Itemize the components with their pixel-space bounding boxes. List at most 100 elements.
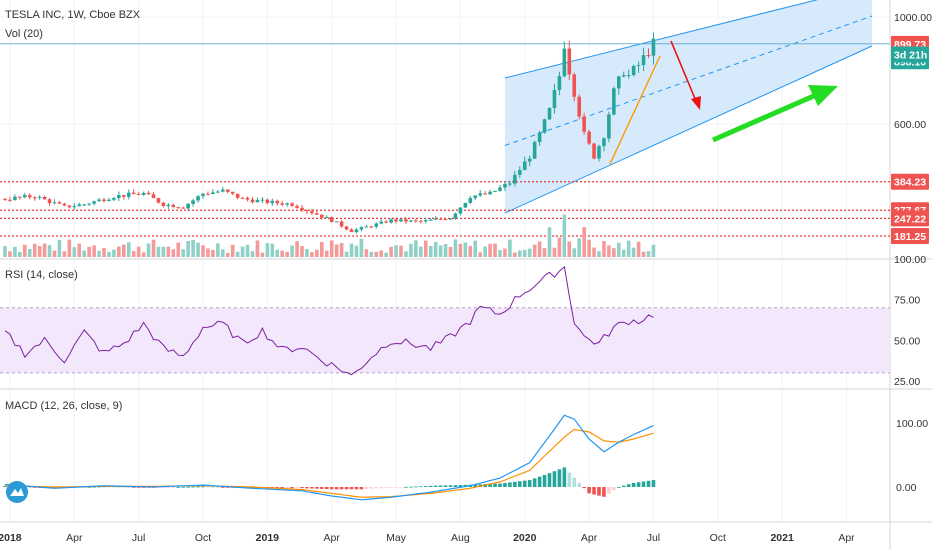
macd-histogram-bar [567,472,572,487]
candle-body [131,192,136,195]
price-tag[interactable]: 181.25 [891,228,929,245]
candle-body [498,187,502,191]
candle-body [72,206,77,208]
volume-bar [468,245,473,257]
trendline[interactable] [609,55,661,165]
macd-histogram-bar [458,484,463,487]
candle-body [587,131,591,144]
regression-channel-fill [504,0,872,213]
candle-body [522,161,527,171]
volume-bar [305,249,309,257]
volume-bar [42,243,47,257]
volume-bar [18,251,22,257]
volume-bar [503,248,507,257]
candle-body [636,65,641,67]
volume-bar [339,243,344,257]
macd-histogram-bar [339,487,344,490]
candle-body [151,194,156,199]
candle-body [13,196,17,200]
volume-bar [240,246,245,257]
price-tag[interactable]: 247.22 [891,210,929,227]
price-tag[interactable]: 384.23 [891,173,929,190]
red-arrow-shaft[interactable] [670,40,697,102]
macd-histogram-bar [404,486,408,488]
candle-body [646,55,651,57]
rsi-line[interactable] [4,265,654,376]
time-axis-label: 2018 [0,532,22,544]
price-tag[interactable]: 3d 21h [891,46,929,63]
candle-body [567,48,572,75]
candle-body [102,199,106,202]
volume-bar [513,252,517,257]
volume-bar [285,251,289,257]
candle-body [349,229,354,233]
volume-bar [483,246,487,257]
volume-bar [626,240,631,257]
candle-body [23,195,27,198]
macd-histogram-bar [592,487,596,495]
macd-histogram-bar [537,476,542,487]
macd-histogram-bar [334,487,339,490]
channel-median-line[interactable] [504,15,873,146]
volume-bar [32,243,37,257]
candle-body [324,217,329,219]
red-arrow-head-icon[interactable] [691,96,701,110]
candle-body [77,204,82,207]
green-arrow-head-icon[interactable] [808,85,838,106]
volume-bar [52,250,57,257]
candle-body [438,218,443,220]
candle-body [631,65,636,76]
main-legend[interactable]: TESLA INC, 1W, Cboe BZX [5,9,141,21]
price-tag-label: 181.25 [894,231,926,243]
macd-histogram-bar [310,487,314,489]
macd-histogram-bar [216,486,220,488]
macd-line[interactable] [4,414,654,501]
rsi-tick-label: 50.00 [894,335,920,347]
candle-body [290,203,294,206]
price-tick-label: 600.00 [894,119,926,131]
candle-body [250,199,255,203]
volume-bar [255,240,260,257]
candle-body [186,203,190,209]
candle-body [37,196,42,198]
candle-body [379,221,383,224]
volume-bar [216,243,220,257]
candle-body [468,198,473,203]
volume-bar [518,250,522,257]
macd-histogram-bar [349,487,354,490]
price-tag-bg [891,210,929,227]
macd-histogram-bar [508,482,512,487]
macd-histogram-bar [369,487,374,489]
rsi-legend[interactable]: RSI (14, close) [5,269,78,281]
channel-lower-line[interactable] [504,45,873,214]
macd-histogram-bar [626,484,631,487]
volume-bar [181,249,185,257]
volume-bar [453,239,458,257]
candle-body [240,197,245,199]
candle-body [394,219,398,222]
macd-histogram-bar [602,487,606,497]
macd-histogram-bar [379,487,383,489]
time-axis-label: 2020 [513,532,537,544]
volume-bar [196,242,200,257]
macd-histogram-bar [453,485,458,487]
volume-bar [201,245,205,257]
time-axis-label: Oct [195,532,211,544]
candle-body [52,202,57,204]
macd-legend[interactable]: MACD (12, 26, close, 9) [5,400,123,412]
candle-body [126,192,131,197]
volume-bar [542,248,547,257]
time-axis-label: 2021 [770,532,794,544]
candle-body [597,146,601,159]
macd-histogram-bar [161,487,166,488]
macd-histogram-bar [443,485,448,487]
volume-bar [310,252,314,257]
volume-legend[interactable]: Vol (20) [5,28,43,40]
tradingview-logo-icon[interactable] [6,481,28,503]
green-arrow-shaft[interactable] [711,92,818,143]
candle-body [537,132,542,143]
volume-bar [206,248,210,257]
price-tag-label: 3d 21h [894,49,927,61]
